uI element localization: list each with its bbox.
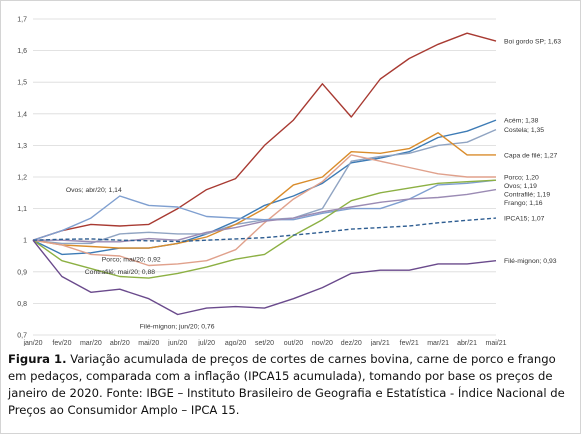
x-tick-label: fev/21 <box>400 340 419 346</box>
annotation-label: Filé-mignon; jun/20; 0,76 <box>140 323 215 330</box>
series-end-label: Contrafilé; 1,19 <box>504 192 550 199</box>
x-tick-label: abr/21 <box>457 340 477 346</box>
series-line <box>32 32 497 241</box>
x-tick-label: nov/20 <box>312 340 333 346</box>
series-line <box>32 217 497 243</box>
series-line <box>32 239 497 316</box>
series-end-label: IPCA15; 1,07 <box>504 216 545 223</box>
grid-lines <box>33 18 496 336</box>
figure-caption: Figura 1. Variação acumulada de preços d… <box>8 351 576 419</box>
y-tick-label: 1,7 <box>17 17 27 24</box>
x-tick-label: ago/20 <box>225 340 247 346</box>
series-line <box>32 154 496 267</box>
y-tick-label: 1,6 <box>17 48 27 55</box>
caption-text: Variação acumulada de preços de cortes d… <box>8 352 565 417</box>
y-tick-label: 1,2 <box>17 175 27 182</box>
series-end-label: Boi gordo SP; 1,63 <box>504 39 561 46</box>
x-tick-label: jun/20 <box>167 340 187 346</box>
y-tick-label: 1,5 <box>17 80 27 87</box>
series-end-label: Ovos; 1,19 <box>504 183 537 190</box>
annotation-label: Ovos; abr/20; 1,14 <box>66 187 122 194</box>
y-tick-label: 0,9 <box>17 269 27 276</box>
series-end-label: Capa de filé; 1,27 <box>504 152 557 159</box>
y-tick-label: 1 <box>23 238 27 245</box>
series-end-label: Frango; 1,16 <box>504 200 543 207</box>
y-tick-label: 0,7 <box>17 333 27 340</box>
x-tick-label: mai/20 <box>138 340 159 346</box>
annotation-label: Porco; mai/20; 0,92 <box>102 256 161 263</box>
y-tick-label: 0,8 <box>17 301 27 308</box>
y-axis-ticks: 0,7 0,8 0,9 1 1,1 1,2 1,3 1,4 1,5 1,6 1,7 <box>17 17 27 340</box>
series-end-label: Porco; 1,20 <box>504 175 539 182</box>
x-tick-label: set/20 <box>255 340 274 346</box>
x-tick-label: fev/20 <box>52 340 71 346</box>
x-axis-ticks: jan/20 fev/20 mar/20 abr/20 mai/20 jun/20 jul/… <box>22 340 506 346</box>
series-line <box>32 179 497 241</box>
x-tick-label: jan/21 <box>370 340 390 346</box>
y-tick-label: 1,4 <box>17 111 27 118</box>
series-line <box>32 179 497 279</box>
series-line <box>32 119 497 256</box>
x-tick-label: mar/21 <box>427 340 449 346</box>
y-tick-label: 1,3 <box>17 143 27 150</box>
caption-label: Figura 1. <box>8 352 67 366</box>
series-end-labels: Boi gordo SP; 1,63 Acém; 1,38 Costela; 1,3… <box>504 39 561 266</box>
x-tick-label: jan/20 <box>22 340 42 346</box>
x-tick-label: mar/20 <box>80 340 102 346</box>
series-line <box>33 188 497 243</box>
x-tick-label: mai/21 <box>485 340 506 346</box>
series-end-label: Costela; 1,35 <box>504 127 544 134</box>
x-tick-label: jul/20 <box>197 340 215 346</box>
line-chart: 0,7 0,8 0,9 1 1,1 1,2 1,3 1,4 1,5 1,6 1,7 jan/20 fe… <box>17 17 561 347</box>
series-lines <box>32 32 497 316</box>
y-tick-label: 1,1 <box>17 206 27 213</box>
series-line <box>32 132 496 249</box>
x-tick-label: abr/20 <box>110 340 130 346</box>
series-end-label: Filé-mignon; 0,93 <box>504 258 557 265</box>
x-tick-label: dez/20 <box>341 340 362 346</box>
x-tick-label: out/20 <box>284 340 304 346</box>
point-annotations: Ovos; abr/20; 1,14 Porco; mai/20; 0,92 Con… <box>66 187 215 330</box>
annotation-label: Contrafilé; mai/20; 0,88 <box>85 269 155 276</box>
series-end-label: Acém; 1,38 <box>504 118 539 125</box>
